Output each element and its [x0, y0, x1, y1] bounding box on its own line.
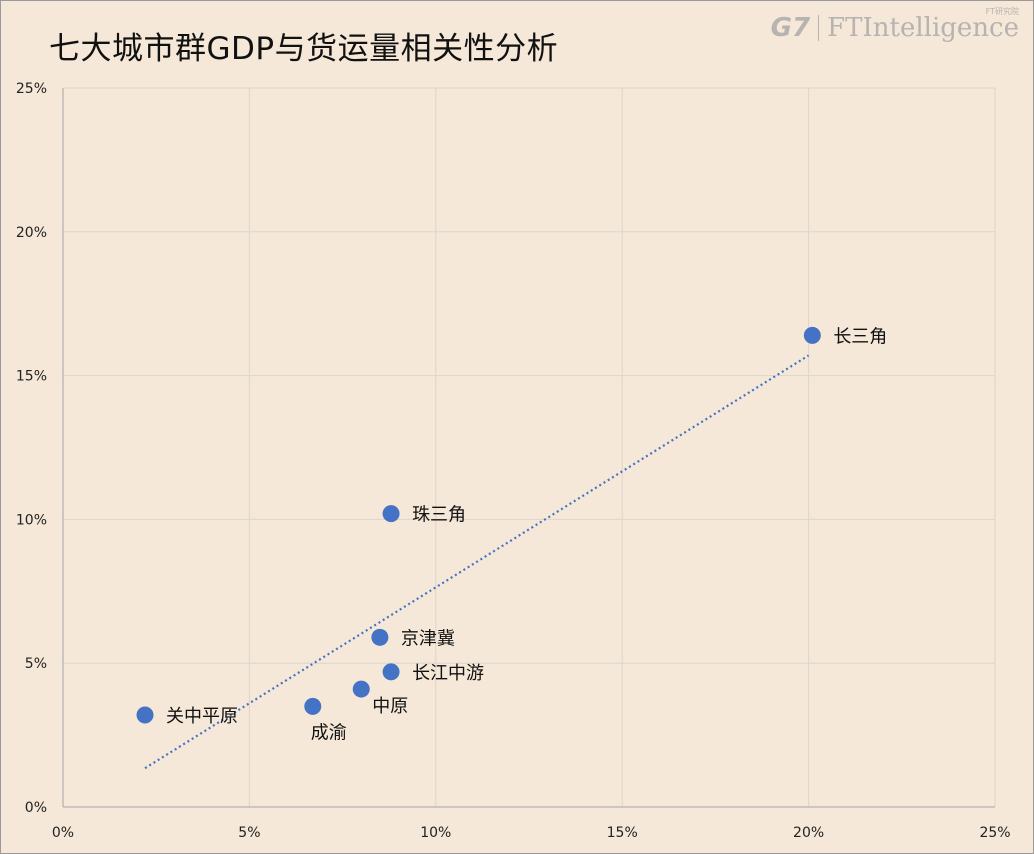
logo-fti-text: FTIntelligence [827, 13, 1019, 43]
x-tick-label: 20% [793, 825, 824, 841]
data-point [352, 680, 370, 698]
x-tick-label: 10% [420, 825, 451, 841]
x-tick-label: 0% [52, 825, 74, 841]
chart-title: 七大城市群GDP与货运量相关性分析 [49, 31, 559, 67]
logo-sub: FT研究院 [985, 7, 1019, 16]
trendline [144, 354, 810, 770]
y-tick-label: 5% [25, 656, 47, 672]
logo-ft-intelligence: FTIntelligence FT研究院 [827, 7, 1019, 43]
y-tick-label: 25% [16, 81, 47, 97]
x-tick-label: 5% [238, 825, 260, 841]
data-label: 成渝 [311, 722, 347, 743]
data-label: 京津冀 [401, 628, 455, 649]
x-tick-label: 15% [607, 825, 638, 841]
y-tick-label: 15% [16, 369, 47, 385]
logo-divider [818, 15, 820, 41]
data-point [304, 697, 322, 715]
data-label: 长三角 [833, 326, 887, 347]
y-tick-label: 0% [25, 800, 47, 816]
data-point [371, 628, 389, 646]
data-label: 中原 [372, 696, 408, 717]
data-label: 珠三角 [412, 505, 466, 526]
y-tick-label: 10% [16, 512, 47, 528]
data-point [136, 706, 154, 724]
logo-g7: G7 [770, 13, 811, 43]
x-tick-label: 25% [979, 825, 1010, 841]
y-tick-label: 20% [16, 225, 47, 241]
data-point [382, 663, 400, 681]
data-point [803, 326, 821, 344]
brand-logo: G7 FTIntelligence FT研究院 [770, 7, 1019, 43]
data-label: 长江中游 [412, 663, 484, 684]
data-point [382, 505, 400, 523]
data-label: 关中平原 [166, 706, 238, 727]
